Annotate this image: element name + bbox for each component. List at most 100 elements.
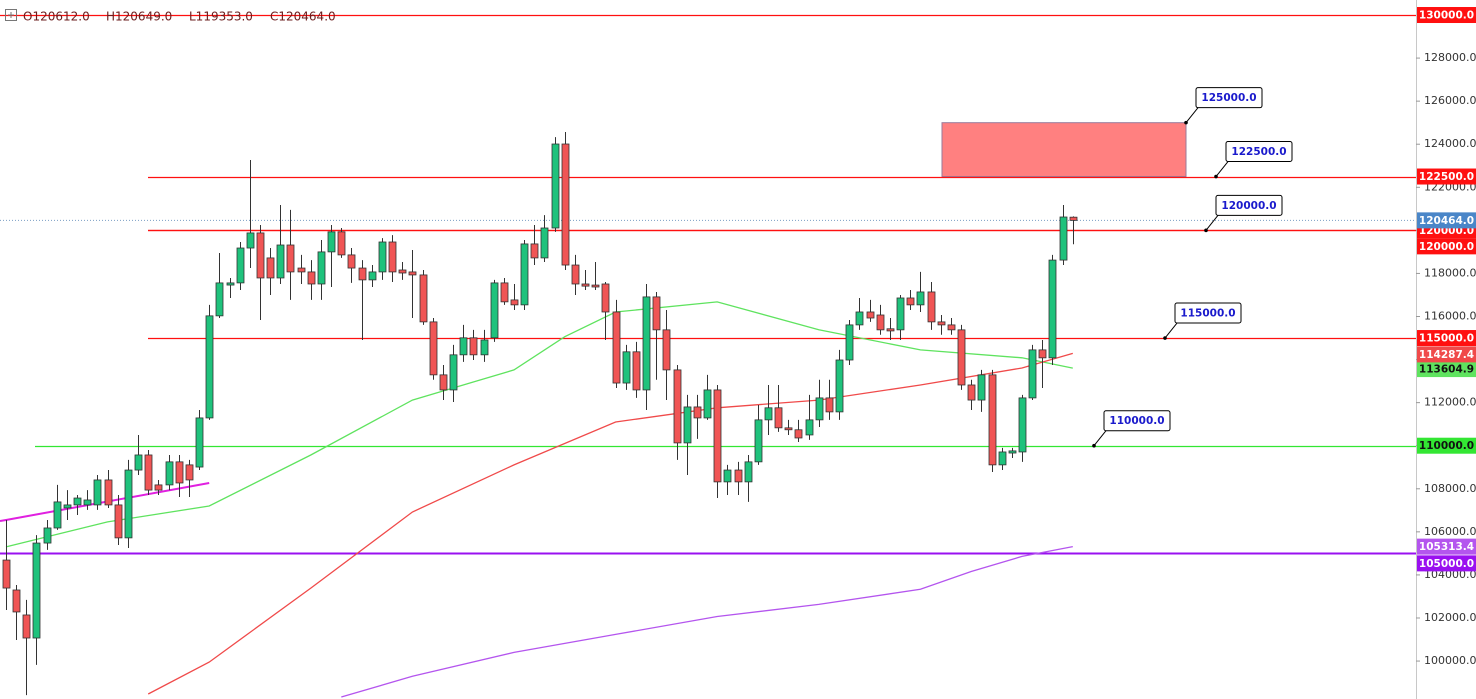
candle-body: [977, 374, 986, 401]
candle-body: [83, 499, 92, 506]
moving-average-label: 114287.4: [1419, 349, 1474, 361]
y-tick-label: 118000.0: [1424, 266, 1476, 279]
y-tick-label: 100000.0: [1424, 654, 1476, 667]
candle-body: [104, 479, 113, 506]
candle-body: [1008, 450, 1017, 454]
candle-body: [784, 427, 793, 431]
candle-body: [683, 406, 692, 444]
trendline: [0, 482, 210, 522]
candle-body: [500, 282, 509, 303]
callout-anchor: [1184, 120, 1188, 125]
callout-anchor: [1092, 443, 1096, 448]
candle-body: [93, 479, 102, 506]
candle-body: [347, 254, 356, 269]
candle-body: [408, 271, 417, 276]
candle-body: [185, 464, 194, 481]
candle-body: [622, 351, 631, 384]
candle-body: [937, 321, 946, 326]
candle-body: [571, 264, 580, 285]
level-label: 122500.0: [1419, 171, 1474, 183]
candle-body: [632, 351, 641, 391]
candle-body: [988, 374, 997, 466]
candle-body: [215, 282, 224, 317]
candle-body: [32, 542, 41, 639]
candle-body: [855, 311, 864, 326]
callout-pointer: [1093, 430, 1107, 447]
candle-body: [886, 328, 895, 332]
candle-body: [63, 504, 72, 509]
callout-box: [1103, 410, 1171, 432]
candle-body: [591, 284, 600, 288]
candle-body: [876, 314, 885, 331]
candle-body: [967, 384, 976, 401]
level-box: [1417, 168, 1476, 185]
candle-body: [165, 461, 174, 486]
candle-body: [124, 469, 133, 539]
candle-body: [480, 339, 489, 356]
candle-body: [1018, 397, 1027, 453]
candle-body: [1028, 349, 1037, 399]
level-box: [1417, 7, 1476, 24]
candle-body: [723, 469, 732, 483]
callout-label: 122500.0: [1231, 146, 1286, 158]
y-tick-label: 108000.0: [1424, 482, 1476, 495]
callout-pointer: [1205, 215, 1219, 231]
candle-body: [1048, 259, 1057, 359]
level-box: [1417, 238, 1476, 255]
candle-body: [297, 267, 306, 273]
plot-area: 125000.0 122500.0 120000.0 115000.0 110000.0: [0, 14, 1416, 698]
candle-body: [246, 232, 255, 249]
candle-body: [713, 389, 722, 483]
candle-body: [927, 291, 936, 323]
y-tick-label: 116000.0: [1424, 309, 1476, 322]
candle-body: [744, 461, 753, 483]
candle-body: [520, 243, 529, 306]
y-tick-label: 124000.0: [1424, 137, 1476, 150]
price-axis: 100000.0102000.0104000.0106000.0108000.0…: [1416, 7, 1476, 667]
candle-body: [43, 527, 52, 544]
candle-body: [368, 271, 377, 281]
candle-body: [256, 232, 265, 279]
callout-box: [1225, 141, 1293, 163]
candle-body: [642, 296, 651, 391]
toggle-icon[interactable]: [5, 9, 17, 21]
callout-label: 115000.0: [1180, 308, 1235, 320]
y-tick-label: 128000.0: [1424, 51, 1476, 64]
level-box: [1417, 330, 1476, 347]
callout-anchor: [1204, 228, 1208, 233]
target-zone: [941, 122, 1187, 178]
candle-body: [439, 374, 448, 391]
candle-body: [419, 274, 428, 323]
callout-box: [1195, 87, 1263, 109]
candle-body: [1069, 216, 1078, 221]
ohlc-value: C120464.0: [270, 10, 336, 24]
candle-body: [906, 297, 915, 306]
candle-body: [551, 143, 560, 229]
candle-body: [1038, 349, 1047, 359]
callout-box: [1215, 194, 1283, 216]
candle-body: [469, 337, 478, 356]
candle-body: [652, 296, 661, 331]
y-tick-label: 106000.0: [1424, 525, 1476, 538]
level-box: [1417, 555, 1476, 572]
moving-average-label: 105313.4: [1419, 541, 1474, 553]
candle-body: [266, 257, 275, 279]
candle-body: [398, 269, 407, 274]
candle-body: [144, 454, 153, 491]
ohlc-value: O120612.0: [23, 10, 90, 24]
candle-body: [175, 461, 184, 484]
candle-body: [540, 227, 549, 259]
candle-body: [601, 283, 610, 313]
candle-body: [998, 451, 1007, 466]
candle-body: [286, 244, 295, 273]
candle-body: [764, 407, 773, 421]
candle-body: [490, 282, 499, 339]
callout-box: [1174, 302, 1242, 324]
candle-body: [561, 143, 570, 266]
candle-body: [896, 297, 905, 331]
callout-pointer: [1185, 107, 1199, 123]
candle-body: [815, 397, 824, 421]
level-label: 130000.0: [1419, 10, 1474, 22]
candle-body: [22, 614, 31, 639]
